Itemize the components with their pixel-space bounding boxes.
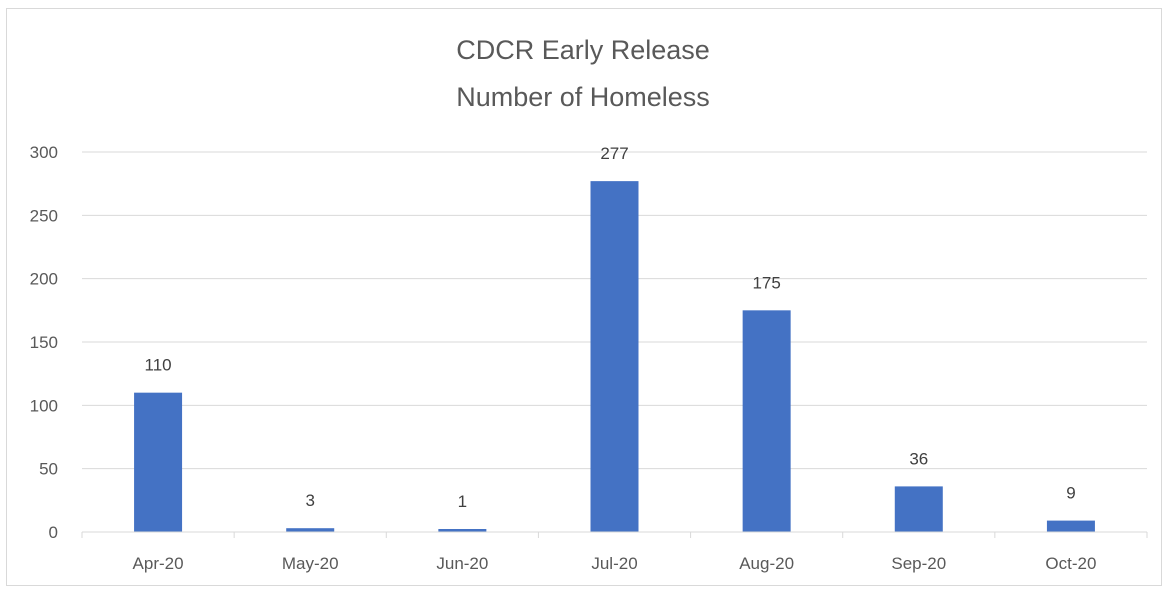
bar-Oct-20 [1046, 520, 1095, 532]
data-label: 36 [909, 449, 928, 468]
data-label: 3 [305, 491, 314, 510]
bar-Sep-20 [894, 486, 943, 532]
x-tick-label: May-20 [282, 554, 339, 573]
data-label: 277 [600, 144, 628, 163]
y-tick-label: 100 [30, 396, 58, 415]
bar-May-20 [286, 528, 335, 532]
y-tick-label: 300 [30, 143, 58, 162]
y-tick-label: 150 [30, 333, 58, 352]
x-tick-label: Jul-20 [591, 554, 637, 573]
bar-Apr-20 [134, 392, 183, 532]
x-tick-label: Apr-20 [133, 554, 184, 573]
x-tick-label: Oct-20 [1045, 554, 1096, 573]
x-tick-label: Sep-20 [891, 554, 946, 573]
data-label: 1 [458, 492, 467, 511]
chart-subtitle: Number of Homeless [456, 82, 710, 112]
data-label: 110 [145, 356, 172, 375]
x-axis: Apr-20 May-20 Jun-20 Jul-20 Aug-20 Sep-20 Oct-… [81, 531, 1148, 573]
chart-frame [6, 8, 1162, 586]
bar-Aug-20 [742, 310, 791, 532]
y-axis: 0 50 100 150 200 250 300 [30, 143, 58, 542]
data-labels: 110 3 1 277 175 36 9 [145, 144, 1076, 511]
y-tick-label: 250 [30, 206, 58, 225]
bars [134, 181, 1095, 532]
y-tick-label: 50 [39, 460, 58, 479]
data-label: 9 [1066, 484, 1075, 503]
y-tick-label: 200 [30, 270, 58, 289]
bar-Jun-20 [438, 529, 487, 532]
x-tick-label: Jun-20 [436, 554, 488, 573]
chart-title: CDCR Early Release [456, 35, 710, 65]
y-tick-label: 0 [49, 523, 58, 542]
x-tick-label: Aug-20 [739, 554, 794, 573]
bar-Jul-20 [590, 181, 639, 532]
data-label: 175 [752, 273, 780, 292]
